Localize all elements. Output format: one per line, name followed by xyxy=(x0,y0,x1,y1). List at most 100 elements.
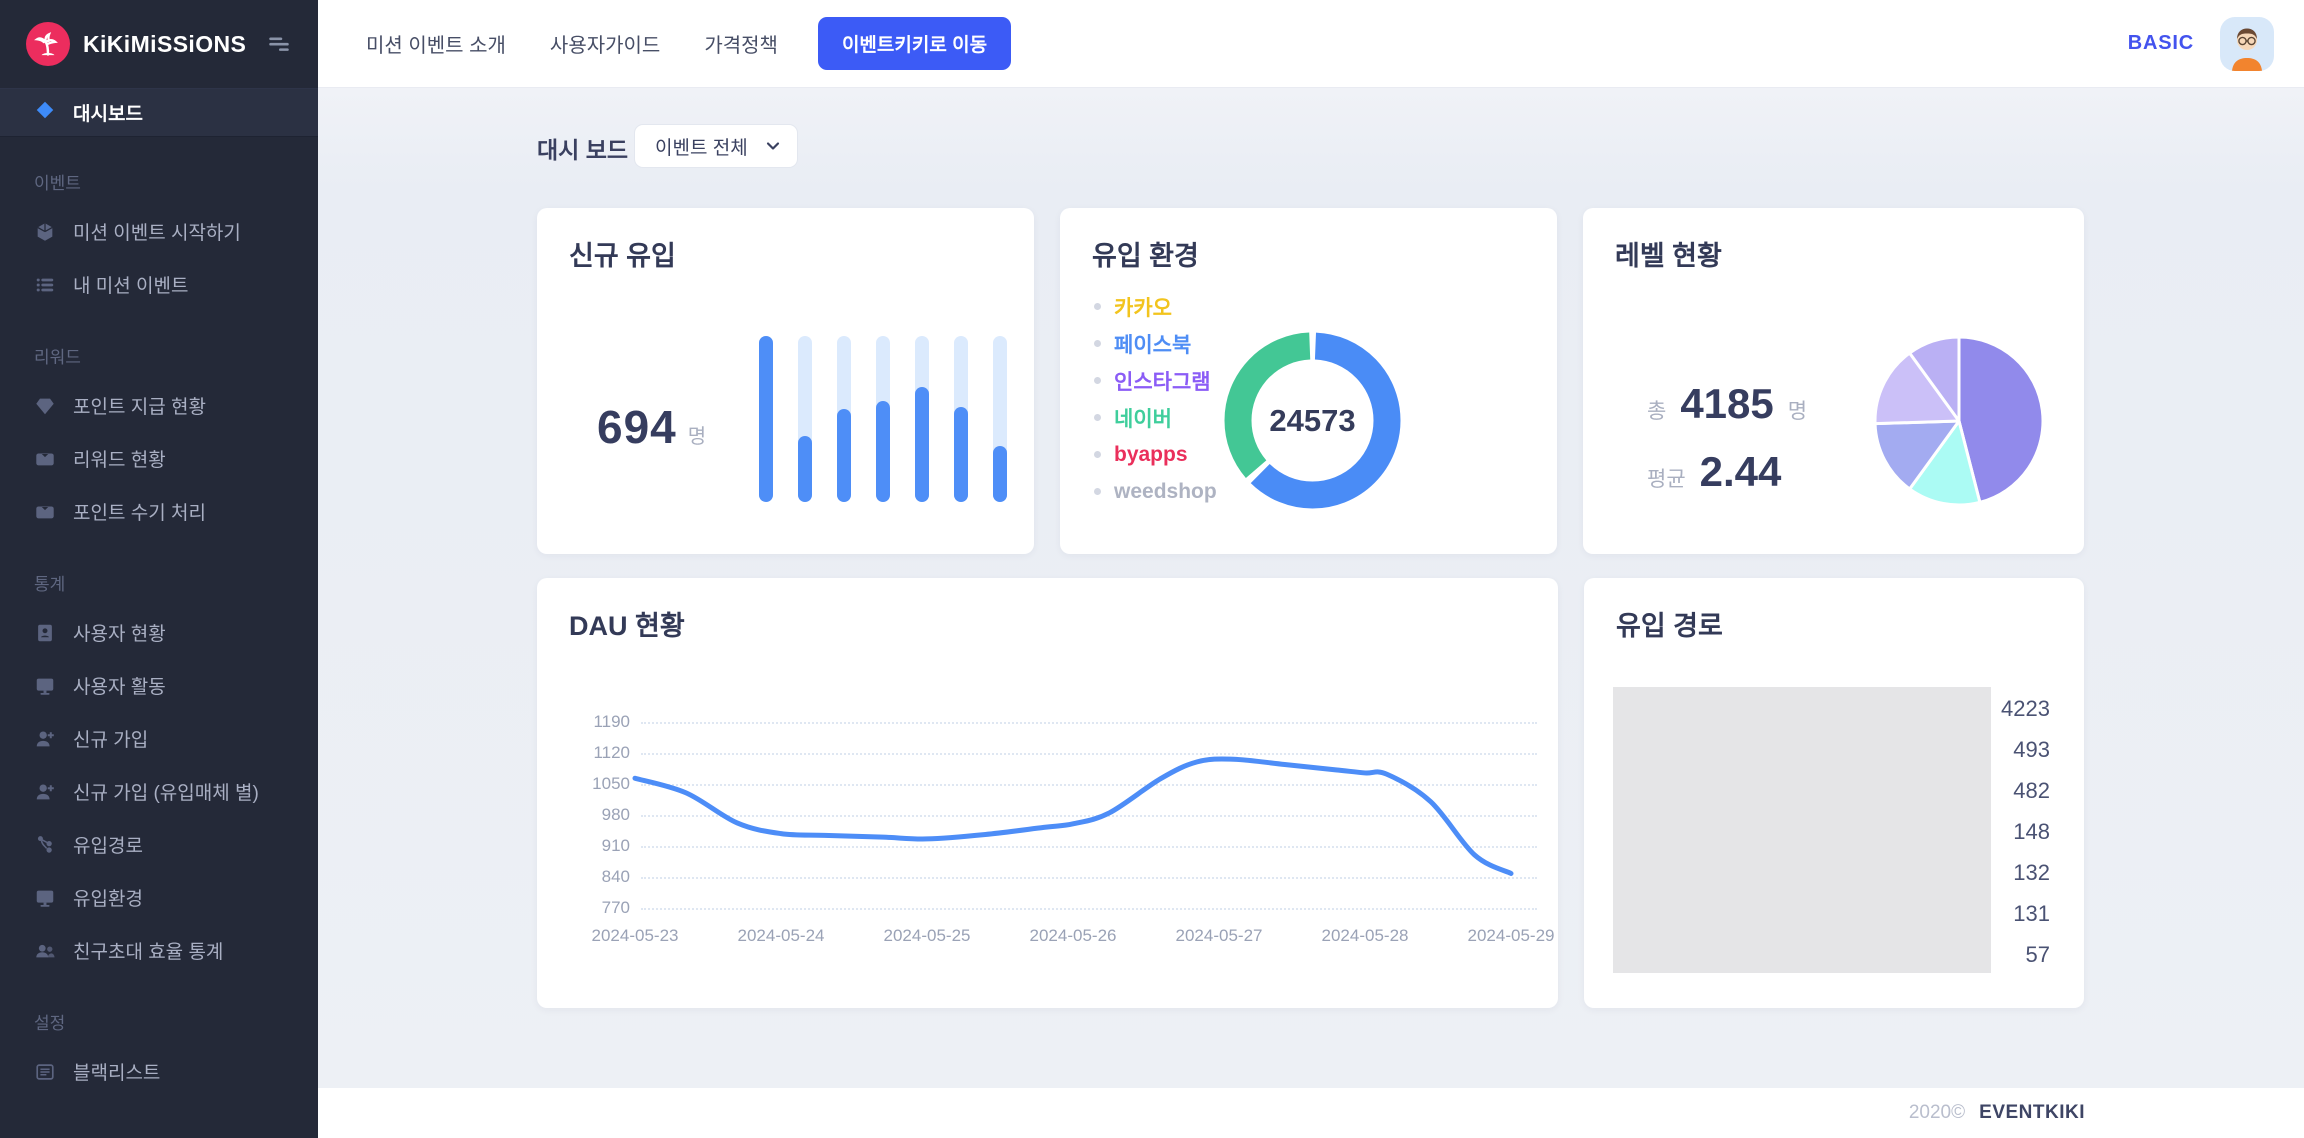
sidebar-item-label: 포인트 지급 현황 xyxy=(73,397,206,418)
nav-item[interactable]: 미션 이벤트 소개 xyxy=(366,35,506,57)
sidebar-item[interactable]: 신규 가입 (유입매체 별) xyxy=(0,765,318,818)
new-users-value: 694 xyxy=(597,401,677,453)
sidebar-item-label: 대시보드 xyxy=(73,104,143,125)
bar-track xyxy=(798,336,812,502)
card-dau: DAU 현황 1190 1120 1050 980 910 840 770 2024-05-2… xyxy=(537,578,1558,1008)
gridline xyxy=(641,722,1537,724)
bar-fill xyxy=(837,409,851,502)
y-axis-label: 910 xyxy=(601,836,630,855)
x-axis-label: 2024-05-23 xyxy=(591,926,679,945)
path-value: 148 xyxy=(2013,819,2050,844)
legend-item[interactable]: 페이스북 xyxy=(1094,325,1217,362)
card-inflow-paths: 유입 경로 4223 493 482 148 132 131 57 xyxy=(1584,578,2084,1008)
nav-item[interactable]: 가격정책 xyxy=(704,35,778,57)
legend-item[interactable]: 네이버 xyxy=(1094,399,1217,436)
path-value: 482 xyxy=(2013,778,2050,803)
sidebar-item[interactable]: 유입경로 xyxy=(0,818,318,871)
brand-name: KiKiMiSSiONS xyxy=(83,30,247,57)
sidebar-header: KiKiMiSSiONS xyxy=(0,0,318,88)
legend-item[interactable]: 인스타그램 xyxy=(1094,362,1217,399)
new-users-bar-chart xyxy=(759,336,1007,502)
x-axis-label: 2024-05-27 xyxy=(1175,926,1263,945)
sidebar-section: 통계 사용자 현황 사용자 활동 신규 가입 신규 가입 (유입매체 별) 유입경로 유입환… xyxy=(0,572,318,977)
sitemap-icon xyxy=(34,834,56,856)
gridline xyxy=(641,784,1537,786)
sidebar-item[interactable]: 내 미션 이벤트 xyxy=(0,258,318,311)
main-content: 대시 보드 이벤트 전체 신규 유입 694 명 유입 환경 카카오 페이스북 인스… xyxy=(318,88,2304,1088)
sidebar-section-label: 리워드 xyxy=(34,348,81,367)
pie-slice xyxy=(1873,351,1961,426)
y-axis-label: 980 xyxy=(601,805,630,824)
sidebar-item-label: 신규 가입 xyxy=(73,730,149,751)
sidebar-item[interactable]: 친구초대 효율 통계 xyxy=(0,924,318,977)
sidebar-item-label: 친구초대 효율 통계 xyxy=(73,942,224,963)
gem-icon xyxy=(34,395,56,417)
sidebar-item[interactable]: 유입환경 xyxy=(0,871,318,924)
topbar-right: BASIC xyxy=(2128,16,2274,71)
footer-brand: EVENTKIKI xyxy=(1979,1102,2085,1123)
level-total-value: 4185 xyxy=(1680,380,1774,427)
pie-slice xyxy=(1873,419,1961,491)
event-filter-select[interactable]: 이벤트 전체 xyxy=(634,124,798,168)
bar-fill xyxy=(915,387,929,502)
bar-track xyxy=(876,336,890,502)
bar-fill xyxy=(798,435,812,502)
sidebar-section: 이벤트 미션 이벤트 시작하기 내 미션 이벤트 xyxy=(0,171,318,311)
monitor-icon xyxy=(34,675,56,697)
gridline xyxy=(641,877,1537,879)
gridline xyxy=(641,753,1537,755)
bar-fill xyxy=(876,400,890,502)
sidebar-item[interactable]: 신규 가입 xyxy=(0,712,318,765)
legend-item[interactable]: byapps xyxy=(1094,436,1217,473)
user-plus-icon xyxy=(34,728,56,750)
x-axis-label: 2024-05-24 xyxy=(737,926,825,945)
legend-label: weedshop xyxy=(1114,479,1217,503)
paths-chart-placeholder xyxy=(1613,687,1991,973)
sidebar-item-label: 미션 이벤트 시작하기 xyxy=(73,223,241,244)
footer-year: 2020© xyxy=(1908,1102,1966,1123)
legend-label: 페이스북 xyxy=(1114,333,1192,357)
sidebar-item[interactable]: 사용자 활동 xyxy=(0,659,318,712)
env-donut-total: 24573 xyxy=(1269,402,1356,438)
list-box-icon xyxy=(34,1061,56,1083)
list-icon xyxy=(34,274,56,296)
sidebar-item[interactable]: 사용자 현황 xyxy=(0,606,318,659)
sidebar-item-label: 유입경로 xyxy=(73,836,143,857)
bar-fill xyxy=(954,407,968,502)
legend-bullet-icon xyxy=(1094,340,1101,347)
nav-item[interactable]: 사용자가이드 xyxy=(549,35,661,57)
sidebar-item[interactable]: 미션 이벤트 시작하기 xyxy=(0,205,318,258)
sidebar-item[interactable]: 리워드 현황 xyxy=(0,432,318,485)
sidebar-section-label: 설정 xyxy=(34,1014,66,1033)
bar-track xyxy=(915,336,929,502)
legend-label: byapps xyxy=(1114,442,1188,466)
level-total-row: 총 4185 명 xyxy=(1647,380,1807,428)
card-title: 신규 유입 xyxy=(569,241,676,271)
card-title: 유입 환경 xyxy=(1092,241,1199,271)
legend-item[interactable]: weedshop xyxy=(1094,473,1217,510)
go-to-eventkiki-button[interactable]: 이벤트키키로 이동 xyxy=(817,17,1012,70)
sidebar-item[interactable]: 블랙리스트 xyxy=(0,1045,318,1098)
path-value: 131 xyxy=(2013,901,2050,926)
legend-item[interactable]: 카카오 xyxy=(1094,288,1217,325)
sidebar-item-label: 사용자 활동 xyxy=(73,677,166,698)
new-users-stat: 694 명 xyxy=(597,400,706,454)
bar-track xyxy=(759,336,773,502)
sidebar-toggle-icon[interactable] xyxy=(266,31,292,57)
footer: 2020© EVENTKIKI xyxy=(318,1088,2304,1138)
path-value: 132 xyxy=(2013,860,2050,885)
y-axis-label: 840 xyxy=(601,867,630,886)
sidebar-item-label: 사용자 현황 xyxy=(73,624,166,645)
sidebar-item-dashboard[interactable]: 대시보드 xyxy=(0,88,318,137)
sidebar-item[interactable]: 포인트 지급 현황 xyxy=(0,379,318,432)
bar-fill xyxy=(993,445,1007,502)
env-donut-chart: 24573 xyxy=(1224,332,1401,509)
sidebar-item-label: 블랙리스트 xyxy=(73,1063,161,1084)
level-average-label: 평균 xyxy=(1647,468,1686,491)
sidebar-item[interactable]: 포인트 수기 처리 xyxy=(0,485,318,538)
y-axis-label: 1190 xyxy=(593,712,630,731)
user-avatar[interactable] xyxy=(2220,16,2274,71)
pie-slice xyxy=(1957,335,2045,504)
